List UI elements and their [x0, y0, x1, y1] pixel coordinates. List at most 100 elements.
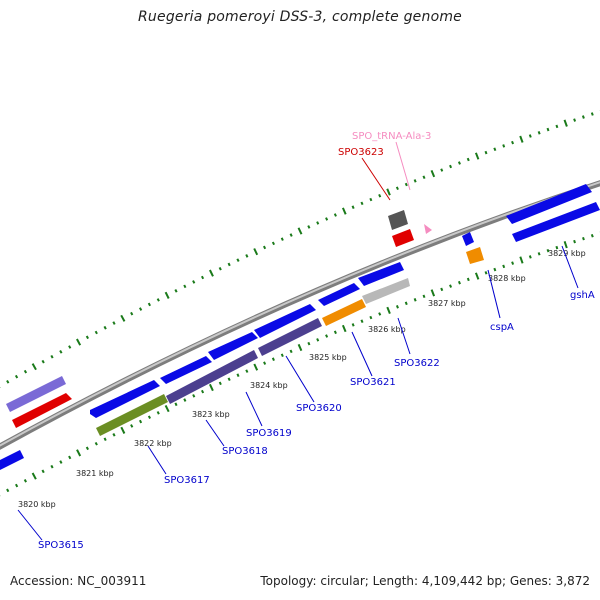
tick-mark [218, 381, 222, 386]
tick-mark [590, 112, 594, 116]
tick-mark [325, 217, 329, 221]
tick-mark [76, 338, 82, 346]
kbp-label: 3827 kbp [428, 299, 466, 308]
gene-label[interactable]: gshA [570, 290, 595, 301]
tick-mark [94, 330, 98, 335]
gene-arrow[interactable] [0, 450, 24, 470]
gene-label[interactable]: SPO3617 [164, 475, 210, 486]
lower-tick-track [0, 231, 600, 497]
kbp-label: 3821 kbp [76, 469, 114, 478]
tick-mark [103, 437, 107, 442]
gene-arrow[interactable] [90, 380, 160, 418]
tick-mark [369, 197, 373, 202]
gene-label[interactable]: cspA [490, 322, 514, 333]
tick-mark [297, 227, 303, 235]
tick-mark [120, 314, 126, 322]
tick-mark [316, 338, 320, 342]
gene-arrow[interactable] [254, 304, 316, 338]
tick-mark [430, 170, 436, 178]
gene-arrow[interactable] [392, 229, 414, 247]
tick-mark [590, 233, 594, 238]
tick-mark [519, 135, 524, 143]
tick-mark [404, 301, 408, 306]
gene-arrow[interactable] [462, 232, 474, 246]
tick-mark [502, 144, 506, 148]
tick-mark [147, 302, 151, 307]
gene-arrow[interactable] [388, 210, 408, 230]
gene-label[interactable]: SPO3619 [246, 428, 292, 439]
trna-arrow[interactable] [424, 224, 432, 234]
tick-mark [31, 472, 37, 480]
tick-mark [164, 291, 170, 299]
tick-mark [192, 280, 196, 284]
gene-arrow[interactable] [358, 262, 404, 286]
gene-arrow[interactable] [318, 283, 360, 306]
gene-arrow[interactable] [208, 332, 258, 360]
gene-label[interactable]: SPO3623 [338, 147, 384, 158]
gene-arrow[interactable] [466, 247, 484, 264]
gene-label[interactable]: SPO3622 [394, 358, 440, 369]
gene-label[interactable]: SPO3615 [38, 540, 84, 551]
tick-mark [307, 225, 311, 229]
tick-mark [156, 411, 160, 415]
tick-mark [484, 150, 488, 155]
tick-mark [14, 374, 19, 379]
tick-mark [325, 334, 329, 338]
tick-mark [546, 127, 550, 132]
tick-mark [85, 335, 89, 340]
tick-mark [440, 287, 444, 292]
gene-arrow[interactable] [322, 299, 366, 326]
gene-label[interactable]: SPO3618 [222, 446, 268, 457]
kbp-label: 3825 kbp [309, 353, 347, 362]
tick-mark [378, 312, 382, 316]
gene-label[interactable]: SPO3620 [296, 403, 342, 414]
gene-arrow[interactable] [362, 278, 410, 304]
tick-mark [263, 361, 267, 365]
tick-mark [440, 168, 444, 172]
gene-arrow[interactable] [506, 184, 592, 224]
tick-mark [297, 343, 303, 352]
gene-arrow[interactable] [258, 318, 322, 356]
tick-mark [457, 280, 461, 285]
gene-arrows [0, 184, 600, 470]
tick-mark [341, 207, 347, 215]
tick-mark [6, 380, 10, 384]
tick-mark [449, 164, 453, 169]
tick-mark [422, 175, 426, 180]
tick-mark [449, 284, 453, 288]
tick-mark [227, 262, 231, 267]
tick-mark [76, 449, 82, 457]
tick-mark [378, 193, 382, 198]
gene-arrow[interactable] [12, 393, 72, 428]
tick-mark [289, 233, 293, 237]
tick-mark [537, 252, 541, 256]
tick-mark [457, 161, 461, 165]
kbp-scale: 3820 kbp 3821 kbp 3822 kbp 3823 kbp 3824… [18, 249, 586, 509]
gene-arrow[interactable] [166, 350, 258, 404]
tick-mark [395, 186, 399, 191]
gene-arrow[interactable] [160, 356, 212, 384]
tick-mark [280, 237, 284, 241]
gene-arrow[interactable] [512, 202, 600, 242]
tick-mark [573, 118, 577, 122]
tick-mark [582, 236, 585, 241]
tick-mark [555, 245, 559, 250]
tick-mark [59, 350, 63, 354]
tick-mark [333, 213, 337, 217]
tick-mark [15, 483, 19, 488]
gene-arrow[interactable] [6, 376, 66, 412]
gene-arrow[interactable] [96, 394, 168, 436]
tick-mark [236, 258, 240, 262]
tick-mark [139, 307, 143, 311]
gene-label[interactable]: SPO3621 [350, 377, 396, 388]
tick-mark [174, 402, 178, 407]
tick-mark [386, 306, 391, 314]
tick-mark [466, 157, 470, 162]
tick-mark [138, 419, 143, 424]
tick-mark [31, 363, 37, 371]
kbp-label: 3828 kbp [488, 274, 526, 283]
tick-mark [289, 349, 293, 354]
tick-mark [112, 433, 116, 437]
gene-label[interactable]: SPO_tRNA-Ala-3 [352, 131, 431, 142]
